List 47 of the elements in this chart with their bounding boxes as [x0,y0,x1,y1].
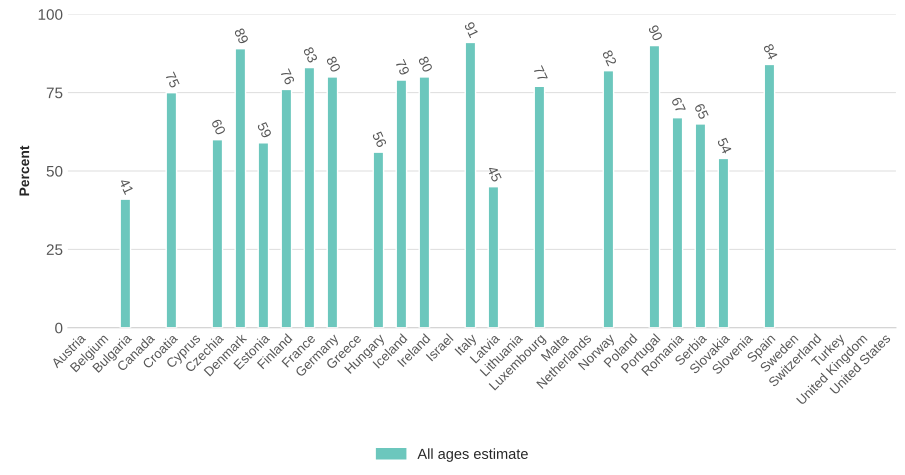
data-label: 67 [671,96,686,114]
bar [280,88,292,328]
data-label: 60 [211,118,226,136]
bar [718,158,730,328]
y-tick-label: 25 [46,244,62,256]
y-tick-label: 0 [55,322,62,334]
data-label: 45 [486,165,502,182]
bar [304,66,316,328]
data-label: 90 [648,24,663,42]
bar [648,44,660,328]
data-label: 76 [280,68,295,86]
y-tick-label: 100 [38,9,62,20]
bar [672,117,684,328]
data-label: 41 [118,178,134,195]
bar [534,86,546,328]
bar [212,138,224,328]
data-label: 54 [717,137,732,154]
data-label: 77 [533,65,548,82]
data-label: 65 [694,102,709,120]
legend-label: All ages estimate [417,448,528,462]
data-label: 89 [234,27,249,44]
bar [234,48,246,328]
bar [166,92,178,328]
bar [418,76,430,328]
y-tick-label: 75 [46,88,62,98]
data-label: 84 [763,43,778,60]
bar [258,142,270,328]
bar [326,76,338,328]
bar [488,186,500,328]
data-label: 83 [303,46,318,64]
data-label: 82 [602,49,617,66]
y-tick-label: 50 [46,166,62,177]
data-label: 79 [395,58,410,76]
bar [372,151,384,328]
data-label: 91 [464,21,479,38]
data-label: 80 [418,56,433,73]
data-label: 80 [326,56,341,73]
bar [396,79,408,328]
bar [764,64,776,328]
bar [464,42,476,328]
y-axis-title: Percent [20,146,30,196]
bar [694,123,706,328]
data-label: 75 [165,72,180,88]
bar [120,198,132,328]
data-label: 59 [256,121,272,139]
data-label: 56 [372,130,387,148]
bar [602,70,614,328]
